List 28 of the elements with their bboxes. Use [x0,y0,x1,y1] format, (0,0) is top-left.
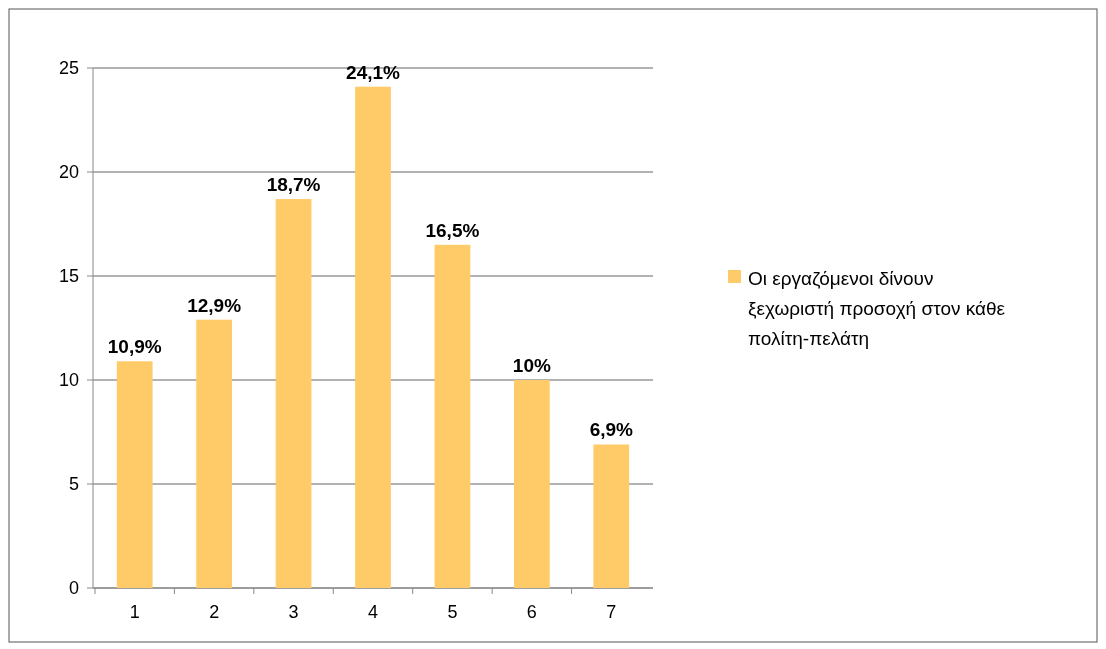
y-tick-label: 20 [58,162,79,183]
x-tick-label: 5 [447,602,458,622]
y-tick-label: 5 [68,474,79,495]
y-tick-label: 15 [58,266,79,287]
data-label: 16,5% [425,219,480,241]
x-tick-label: 7 [606,602,617,622]
data-label: 24,1% [346,61,401,83]
bar [275,199,312,588]
data-label: 18,7% [266,174,321,196]
y-tick-label: 25 [58,58,79,79]
data-label: 10,9% [107,336,162,358]
x-tick-label: 3 [288,602,299,622]
bar [196,319,233,588]
x-tick-label: 4 [367,602,379,622]
data-label: 12,9% [187,294,242,316]
data-label: 6,9% [589,419,634,441]
x-tick-label: 2 [209,602,220,622]
x-tick-label: 6 [526,602,537,622]
x-tick-label: 1 [129,602,140,622]
bar [593,444,630,588]
y-tick-label: 10 [58,370,79,391]
bar [355,86,391,588]
bar [513,380,550,588]
data-label: 10% [512,355,551,376]
y-tick-label: 0 [68,578,79,599]
legend-label: Οι εργαζόμενοι δίνουν ξεχωριστή προσοχή στον κάθε πολίτη-πελάτη [748,267,1006,349]
bar [434,244,471,588]
bar [116,361,153,588]
